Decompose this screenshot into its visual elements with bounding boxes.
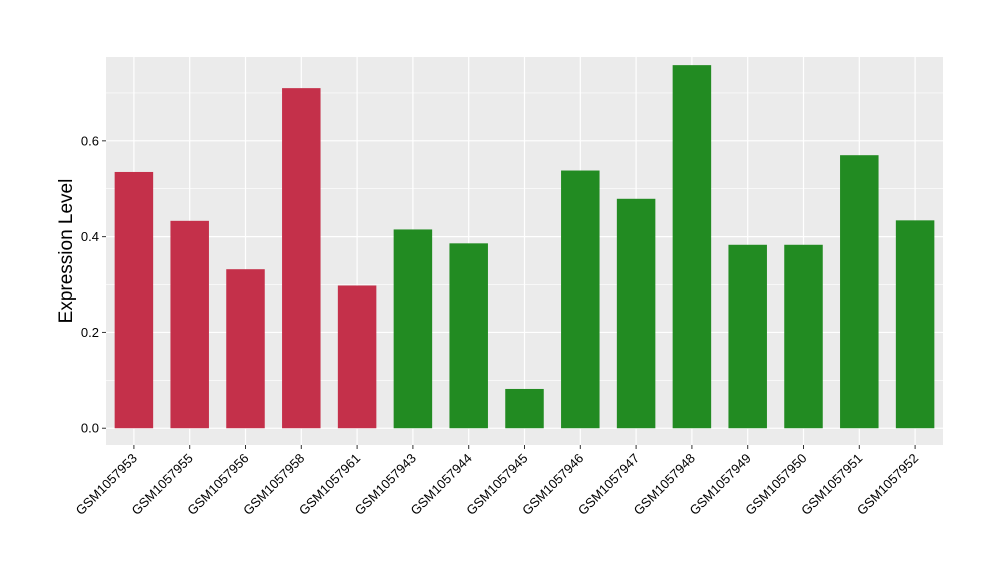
bar bbox=[170, 220, 209, 429]
y-axis: 0.0 0.2 0.4 0.6 bbox=[81, 133, 106, 436]
bar bbox=[449, 243, 488, 429]
bar bbox=[226, 269, 265, 429]
bar bbox=[282, 88, 321, 429]
x-axis: GSM1057953GSM1057955GSM1057956GSM1057958… bbox=[73, 445, 921, 518]
bar bbox=[505, 388, 544, 429]
bar bbox=[840, 155, 879, 429]
bars bbox=[114, 65, 935, 429]
bar bbox=[616, 198, 656, 429]
y-tick-label: 0.2 bbox=[81, 325, 99, 340]
y-tick-label: 0.6 bbox=[81, 133, 99, 148]
bar bbox=[784, 244, 823, 429]
y-tick-label: 0.0 bbox=[81, 421, 99, 436]
bar bbox=[728, 244, 767, 429]
bar bbox=[114, 171, 154, 429]
y-tick-label: 0.4 bbox=[81, 229, 99, 244]
bar bbox=[393, 229, 433, 429]
bar bbox=[337, 285, 377, 429]
bar bbox=[561, 170, 600, 429]
y-axis-title: Expression Level bbox=[56, 179, 77, 324]
bar bbox=[672, 65, 712, 429]
bar bbox=[895, 220, 935, 429]
